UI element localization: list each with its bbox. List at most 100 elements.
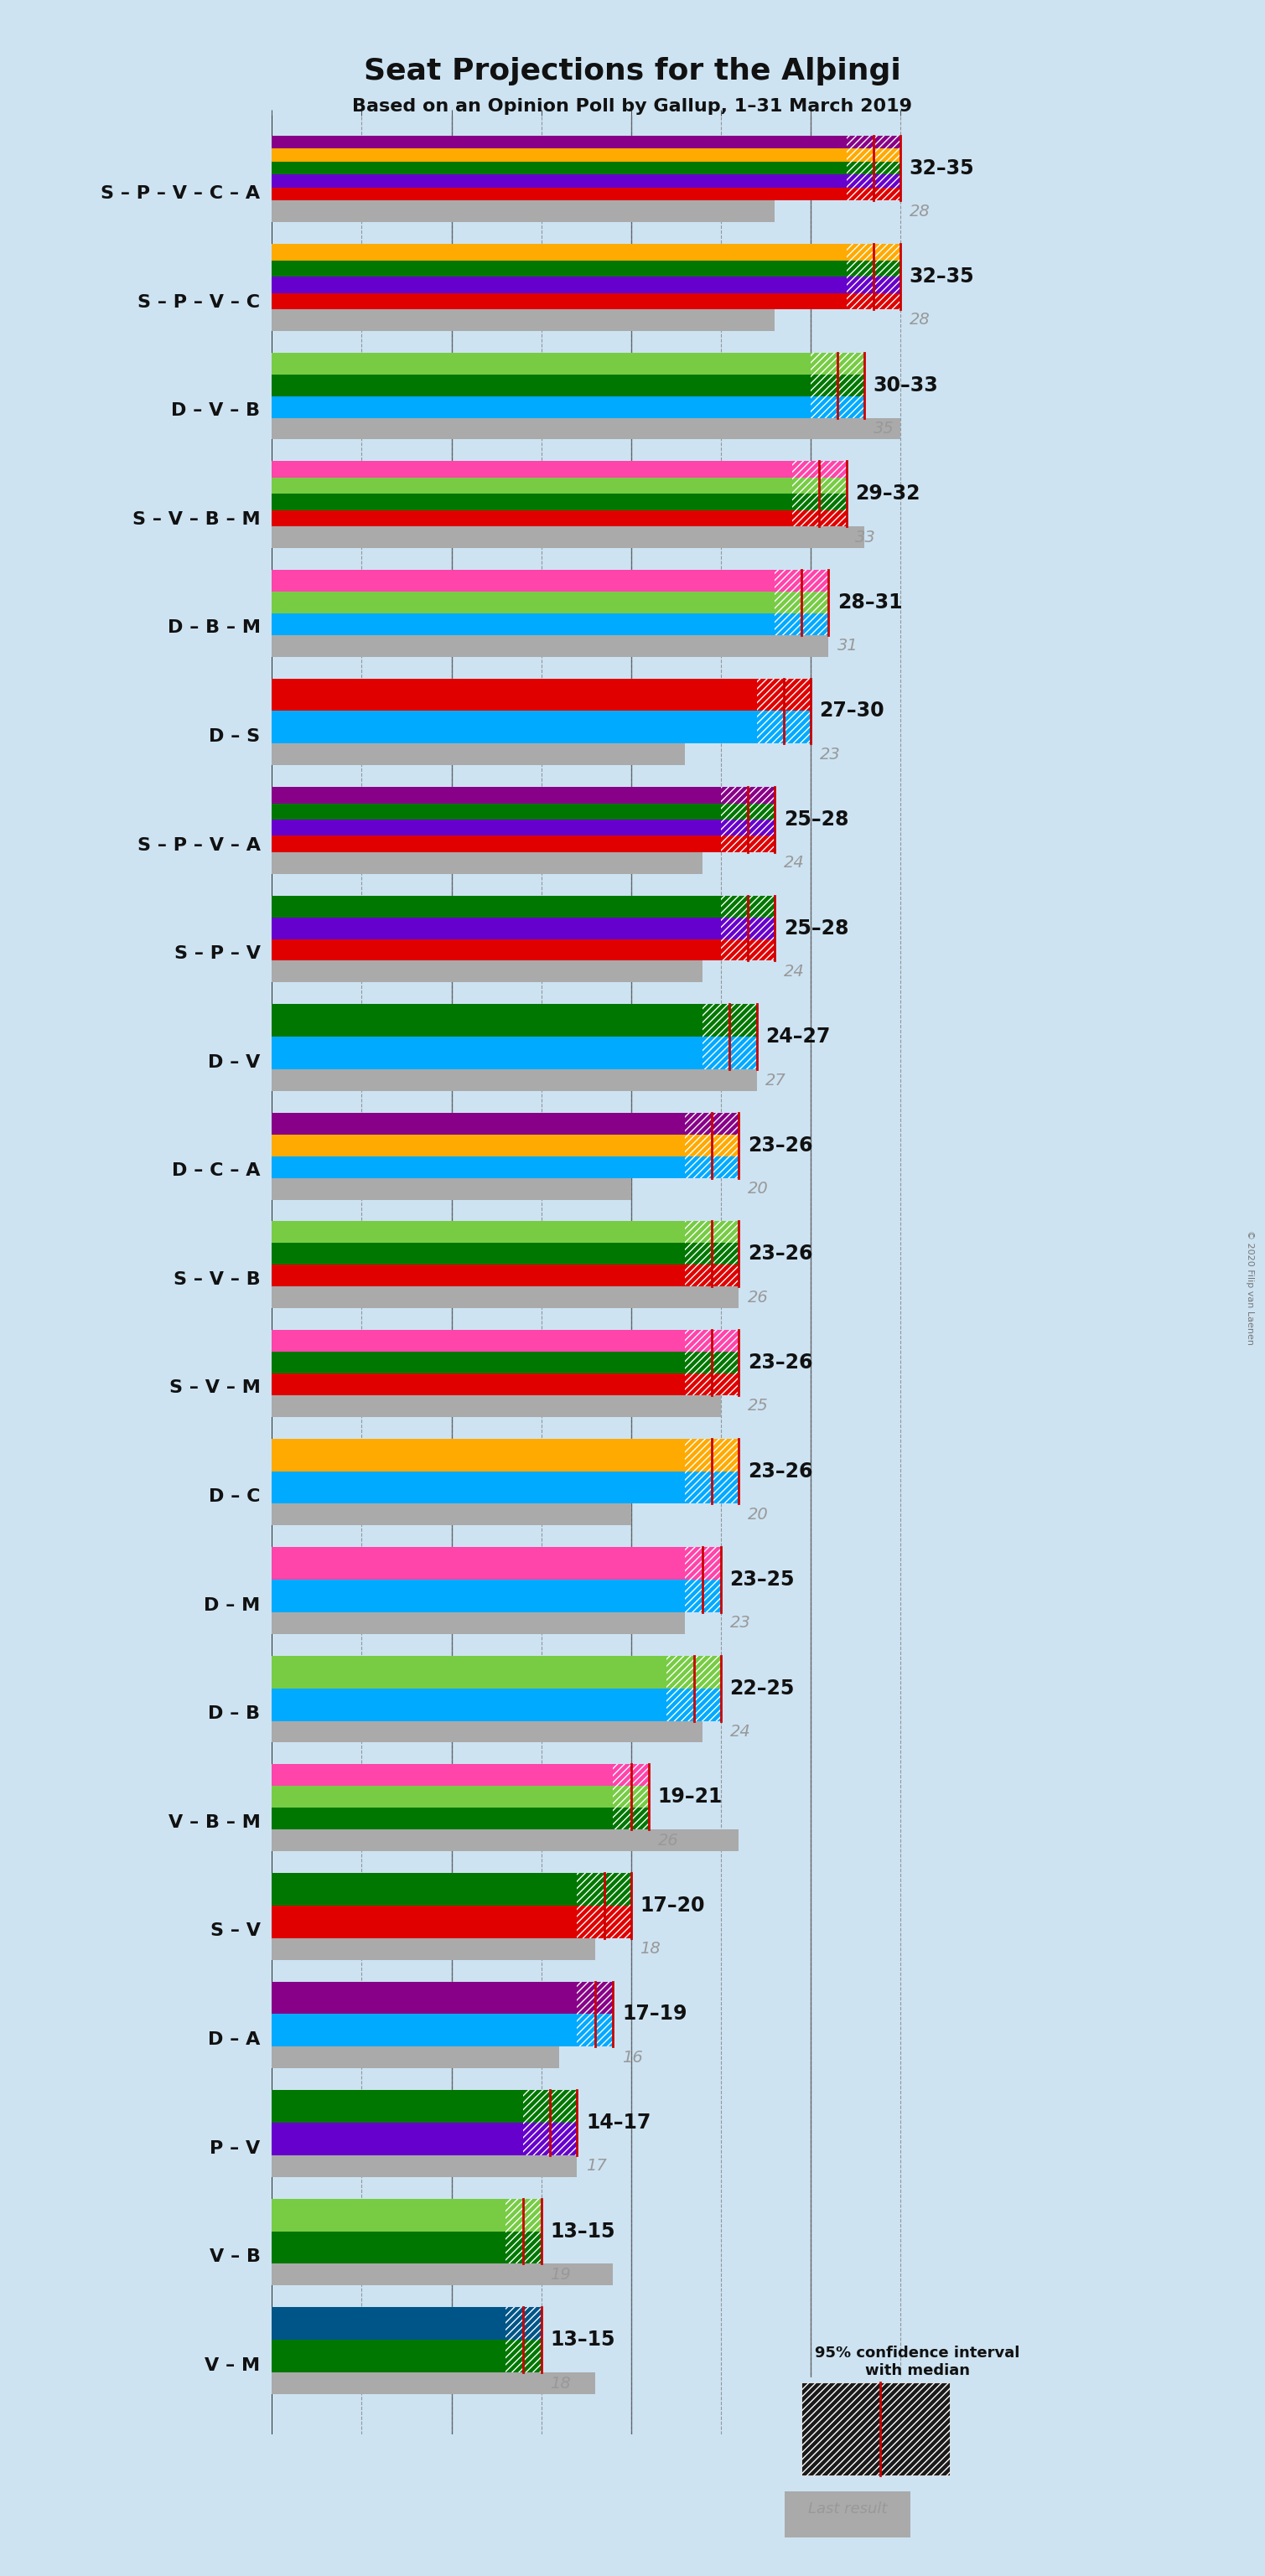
Bar	[272, 917, 774, 940]
Bar	[703, 1005, 756, 1036]
Bar	[272, 569, 829, 592]
Text: 25–28: 25–28	[783, 809, 849, 829]
Bar	[846, 137, 901, 149]
Text: 28–31: 28–31	[837, 592, 902, 613]
Bar	[684, 1113, 739, 1133]
Bar	[721, 788, 774, 804]
Bar	[272, 294, 901, 309]
Bar	[792, 477, 846, 495]
Bar	[272, 1829, 739, 1852]
Bar	[721, 917, 774, 940]
Bar	[667, 1687, 721, 1721]
Bar	[272, 2123, 577, 2156]
Bar	[272, 2089, 577, 2123]
Bar	[272, 162, 901, 175]
Bar	[272, 835, 774, 853]
Bar	[802, 2383, 950, 2476]
Bar	[272, 1471, 739, 1504]
Bar	[272, 1579, 721, 1613]
Bar	[272, 634, 829, 657]
Bar	[846, 162, 901, 175]
Text: 13–15: 13–15	[550, 2221, 615, 2241]
Bar	[272, 461, 846, 477]
Bar	[846, 245, 901, 260]
Bar	[684, 1133, 739, 1157]
Bar	[721, 835, 774, 853]
Bar	[846, 276, 901, 294]
Bar	[272, 1265, 739, 1285]
Bar	[684, 1221, 739, 1244]
Bar	[272, 374, 864, 397]
Bar	[272, 1177, 631, 1200]
Text: 23–26: 23–26	[748, 1461, 812, 1481]
Bar	[272, 788, 774, 804]
Text: 17: 17	[586, 2159, 607, 2174]
Bar	[272, 1808, 649, 1829]
Text: 26: 26	[748, 1291, 768, 1306]
Text: 24: 24	[783, 855, 805, 871]
Bar	[272, 245, 901, 260]
Bar	[577, 1873, 631, 1906]
Bar	[272, 853, 703, 873]
Bar	[272, 137, 901, 149]
Bar	[774, 613, 829, 634]
Bar	[272, 495, 846, 510]
Bar	[756, 677, 811, 711]
Text: 95% confidence interval
with median: 95% confidence interval with median	[815, 2347, 1020, 2378]
Bar	[577, 1906, 631, 1937]
Text: 23: 23	[730, 1615, 750, 1631]
Bar	[774, 569, 829, 592]
Text: Last result: Last result	[808, 2501, 887, 2517]
Bar	[272, 1352, 739, 1373]
Bar	[272, 1937, 595, 1960]
Bar	[272, 175, 901, 188]
Bar	[272, 510, 846, 526]
Bar	[684, 1548, 721, 1579]
Text: 17–20: 17–20	[640, 1896, 705, 1917]
Text: 16: 16	[622, 2050, 643, 2066]
Bar	[272, 1396, 721, 1417]
Bar	[272, 1244, 739, 1265]
Bar	[846, 260, 901, 276]
Text: 31: 31	[837, 639, 858, 654]
Bar	[721, 940, 774, 961]
Text: 25–28: 25–28	[783, 917, 849, 938]
Bar	[272, 353, 864, 374]
Bar	[272, 260, 901, 276]
Bar	[272, 1373, 739, 1396]
Text: 30–33: 30–33	[873, 376, 939, 394]
Text: 23–25: 23–25	[730, 1569, 794, 1589]
Text: 20: 20	[748, 1180, 768, 1198]
Bar	[272, 477, 846, 495]
Text: 27: 27	[765, 1072, 787, 1087]
Bar	[272, 1504, 631, 1525]
Bar	[272, 1613, 684, 1633]
Bar	[756, 711, 811, 744]
Bar	[272, 940, 774, 961]
Text: 29–32: 29–32	[855, 484, 921, 505]
Bar	[272, 1285, 739, 1309]
Bar	[272, 2264, 614, 2285]
Bar	[721, 896, 774, 917]
Bar	[272, 2200, 541, 2231]
Text: 26: 26	[658, 1832, 678, 1850]
Bar	[614, 1785, 649, 1808]
Bar	[684, 1157, 739, 1177]
Text: Based on an Opinion Poll by Gallup, 1–31 March 2019: Based on an Opinion Poll by Gallup, 1–31…	[353, 98, 912, 116]
Text: 28: 28	[910, 204, 930, 219]
Bar	[684, 1579, 721, 1613]
Bar	[577, 2014, 614, 2048]
Text: 23–26: 23–26	[748, 1244, 812, 1265]
Bar	[272, 1548, 721, 1579]
Bar	[272, 1036, 756, 1069]
Bar	[272, 1906, 631, 1937]
Bar	[272, 397, 864, 417]
Bar	[524, 2089, 577, 2123]
Bar	[272, 1765, 649, 1785]
Bar	[614, 1808, 649, 1829]
Text: 17–19: 17–19	[622, 2004, 687, 2025]
Bar	[272, 1069, 756, 1092]
Bar	[684, 1265, 739, 1285]
Bar	[272, 1329, 739, 1352]
Bar	[272, 2372, 595, 2393]
